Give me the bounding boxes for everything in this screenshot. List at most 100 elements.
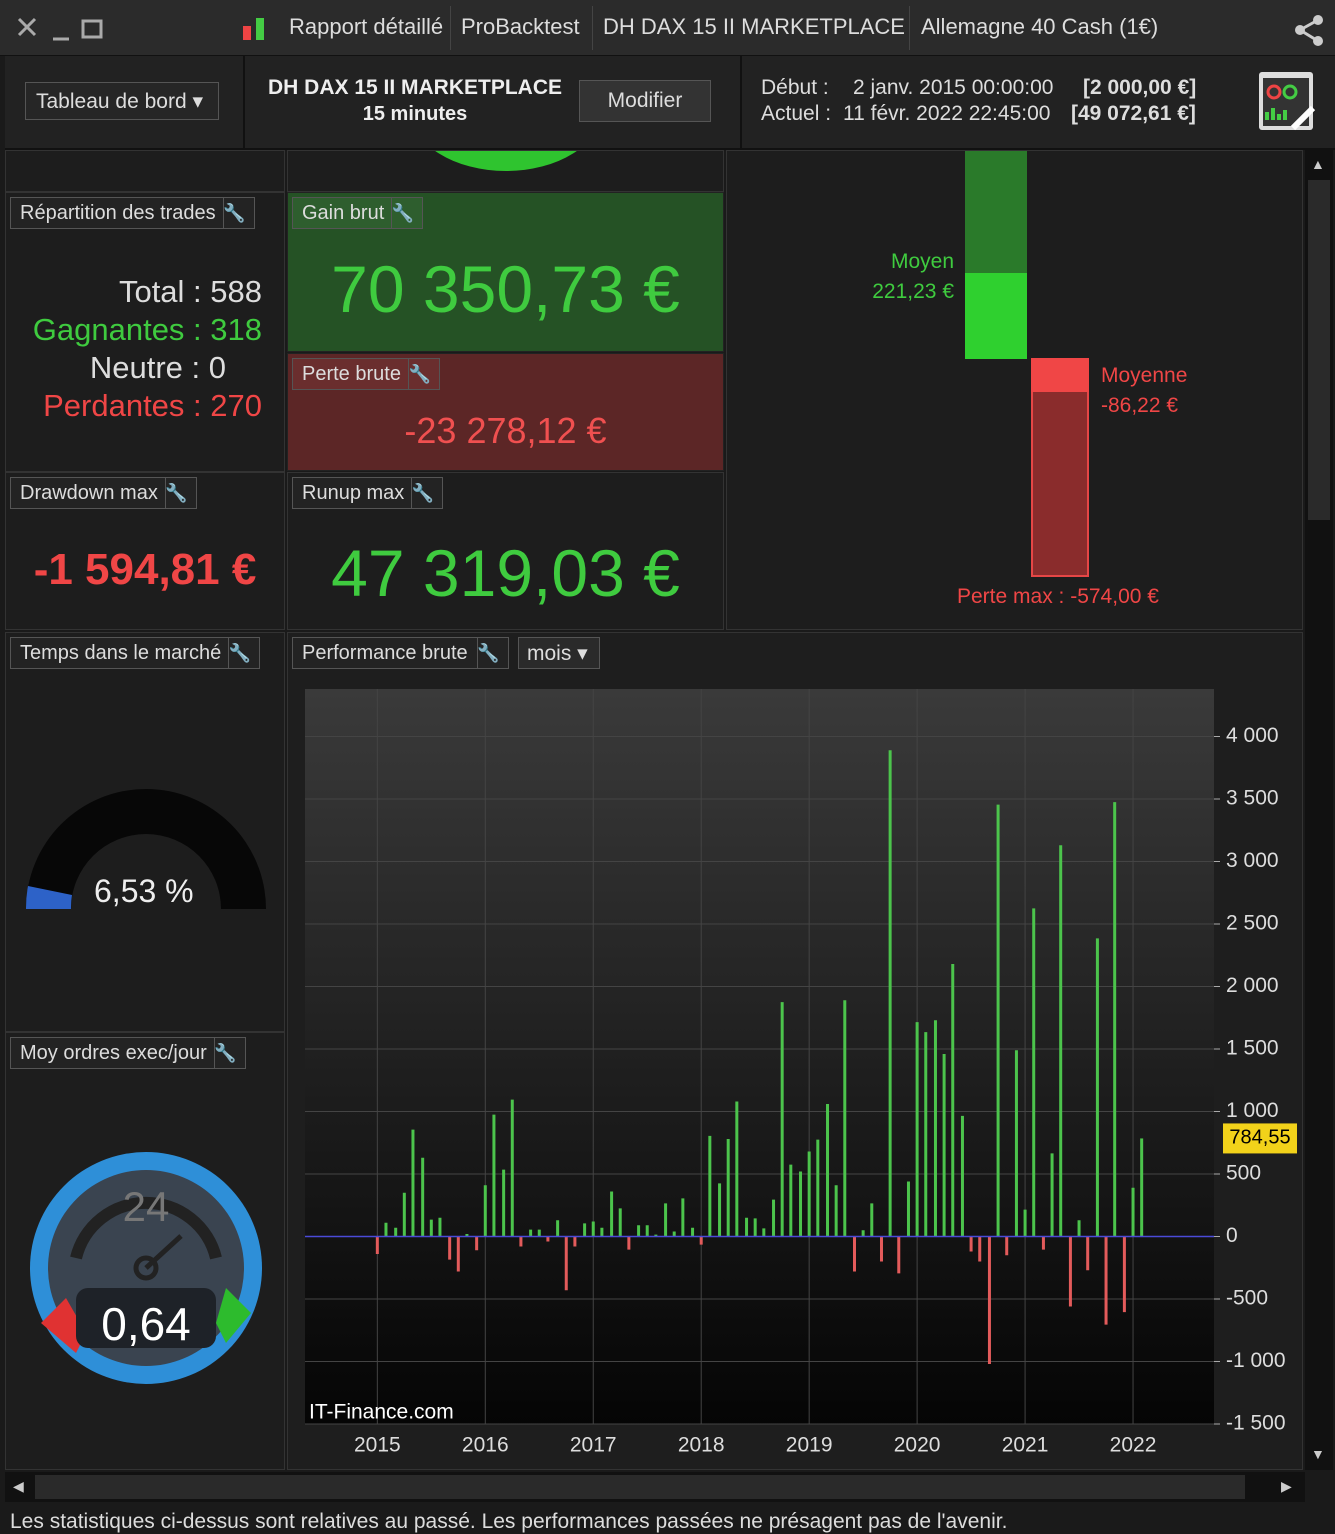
- tab[interactable]: Allemagne 40 Cash (1€): [921, 14, 1159, 39]
- bar: [394, 1227, 398, 1237]
- bar: [789, 1164, 793, 1237]
- current-capital: [49 072,61 €]: [1071, 102, 1196, 125]
- y-tick-label: 3 500: [1226, 787, 1279, 810]
- avg-gain-label: Moyen: [890, 250, 954, 273]
- winners: Gagnantes : 318: [32, 312, 262, 347]
- bar: [699, 1236, 703, 1245]
- bar: [879, 1236, 883, 1262]
- header: Tableau de bord ▾ DH DAX 15 II MARKETPLA…: [5, 56, 1335, 150]
- bar: [384, 1222, 388, 1237]
- trades-panel: Répartition des trades 🔧 Total : 588 Gagn…: [5, 192, 285, 472]
- timeframe: 15 minutes: [362, 103, 468, 125]
- bar: [618, 1208, 622, 1237]
- losers: Perdantes : 270: [43, 388, 262, 423]
- share-icon[interactable]: [1292, 14, 1328, 48]
- x-tick-label: 2019: [786, 1434, 833, 1457]
- last-value-box: [1223, 1123, 1297, 1154]
- orders-panel: Moy ordres exec/jour 🔧 24 0,64: [5, 1032, 285, 1470]
- bar: [1131, 1187, 1135, 1237]
- time-panel: Temps dans le marché 🔧 6,53 %: [5, 632, 285, 1032]
- bar: [735, 1101, 739, 1237]
- report-icon[interactable]: [1257, 70, 1321, 134]
- bar: [843, 1000, 847, 1237]
- dashboard-dropdown[interactable]: Tableau de bord ▾: [25, 82, 219, 120]
- bar: [799, 1171, 803, 1237]
- y-tick-label: -500: [1226, 1287, 1268, 1310]
- y-tick-label: 2 000: [1226, 974, 1279, 997]
- gauge-fragment: [287, 150, 724, 192]
- x-tick-label: 2016: [462, 1434, 509, 1457]
- bar: [1104, 1236, 1108, 1325]
- tab[interactable]: Rapport détaillé: [289, 14, 444, 39]
- current-date: 11 févr. 2022 22:45:00: [843, 102, 1051, 125]
- bar: [583, 1223, 587, 1237]
- x-tick-label: 2015: [354, 1434, 401, 1457]
- y-tick-label: 500: [1226, 1162, 1261, 1185]
- bar: [987, 1236, 991, 1364]
- bar: [861, 1230, 865, 1237]
- bar: [897, 1236, 901, 1274]
- bar: [1122, 1236, 1126, 1313]
- bar: [718, 1183, 722, 1237]
- avg-loss: -86,22 €: [1101, 394, 1179, 417]
- current-label: Actuel :: [761, 102, 832, 125]
- start-label: Début :: [761, 76, 829, 99]
- bar: [691, 1227, 695, 1237]
- drawdown-panel: Drawdown max 🔧 -1 594,81 €: [5, 472, 285, 630]
- neutral: Neutre : 0: [89, 350, 226, 385]
- chart-title: Performance brute 🔧: [292, 637, 509, 669]
- avg-gain-bar: [965, 151, 1027, 273]
- bar: [627, 1236, 631, 1250]
- panel-title: Temps dans le marché 🔧: [10, 637, 261, 669]
- bar: [600, 1227, 604, 1237]
- bar: [483, 1185, 487, 1237]
- panel-title: Gain brut 🔧: [292, 197, 424, 229]
- edit-button[interactable]: Modifier: [579, 80, 711, 122]
- bar: [753, 1218, 757, 1237]
- bar: [816, 1139, 820, 1237]
- x-tick-label: 2018: [678, 1434, 725, 1457]
- bar: [853, 1236, 857, 1272]
- bar: [906, 1181, 910, 1237]
- plot-area: [305, 689, 1214, 1424]
- bar: [429, 1219, 433, 1237]
- loss-panel: Perte brute 🔧 -23 278,12 €: [287, 353, 724, 471]
- watermark: IT-Finance.com: [309, 1401, 454, 1424]
- bar: [375, 1236, 379, 1254]
- bar: [529, 1229, 533, 1237]
- y-tick-label: 0: [1226, 1224, 1238, 1247]
- orders-gauge: [30, 1152, 262, 1384]
- bar: [645, 1225, 649, 1237]
- bar: [502, 1169, 506, 1237]
- bar: [1014, 1050, 1018, 1237]
- bar: [681, 1198, 685, 1237]
- bar: [1059, 845, 1063, 1237]
- bar: [942, 1054, 946, 1237]
- bar: [1095, 938, 1099, 1237]
- tab[interactable]: DH DAX 15 II MARKETPLACE: [603, 14, 905, 39]
- bar: [996, 804, 1000, 1237]
- bar: [1068, 1236, 1072, 1307]
- bar: [960, 1115, 964, 1237]
- time-value: 6,53 %: [94, 873, 194, 909]
- bar: [556, 1220, 560, 1237]
- v-scrollbar[interactable]: ▲ ▼: [1305, 150, 1333, 1470]
- h-scrollbar[interactable]: ◀ ▶: [5, 1472, 1305, 1502]
- bar: [664, 1203, 668, 1237]
- bar: [573, 1236, 577, 1247]
- bar: [1050, 1153, 1054, 1237]
- panel-title: Runup max 🔧: [292, 477, 444, 509]
- panel-title: Drawdown max 🔧: [10, 477, 197, 509]
- avg-gain: 221,23 €: [872, 280, 954, 303]
- bar: [807, 1151, 811, 1237]
- bar: [564, 1236, 568, 1291]
- tab[interactable]: ProBacktest: [461, 14, 580, 39]
- period-dropdown[interactable]: mois ▾: [518, 637, 600, 669]
- bar: [870, 1203, 874, 1237]
- period-label: mois: [527, 642, 572, 665]
- last-value-label: 784,55: [1229, 1127, 1290, 1149]
- bar: [421, 1157, 425, 1237]
- bar: [537, 1229, 541, 1237]
- bar: [672, 1231, 676, 1237]
- window-controls[interactable]: [15, 15, 110, 45]
